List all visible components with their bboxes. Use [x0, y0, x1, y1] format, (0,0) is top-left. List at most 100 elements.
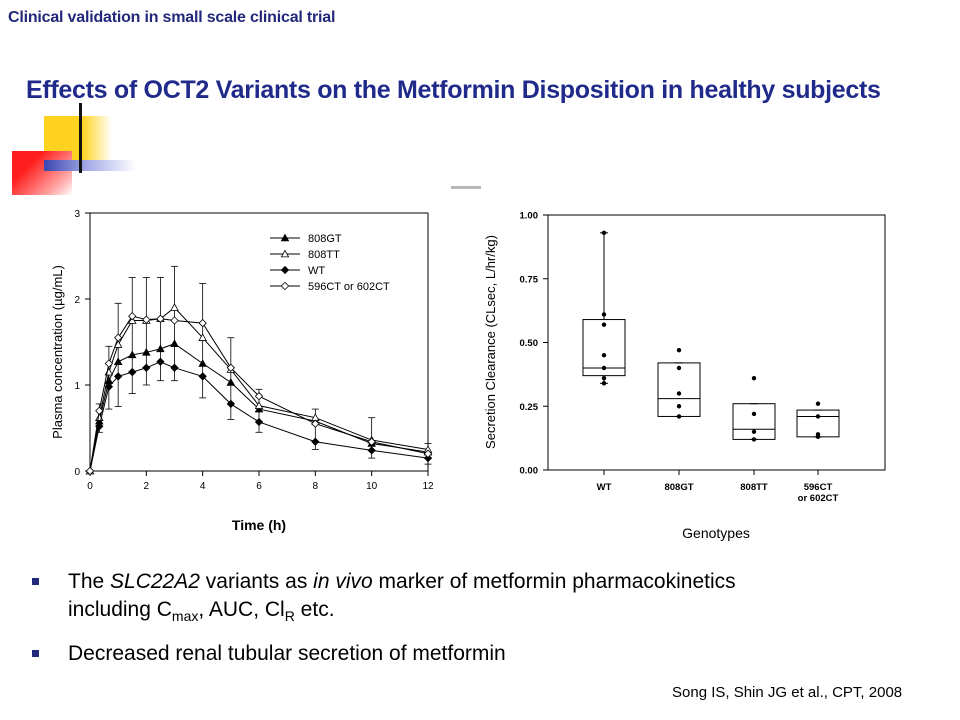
left-chart-ylabel: Plasma concentration (µg/mL)	[50, 265, 65, 439]
left-chart-xlabel: Time (h)	[232, 517, 286, 533]
legend-label-596ct-or-602ct: 596CT or 602CT	[308, 281, 390, 293]
series-point-wt	[254, 417, 264, 427]
box	[582, 319, 626, 377]
deco-yellow-square-fade	[82, 116, 112, 162]
series-point-808gt	[156, 344, 165, 353]
series-point-wt	[114, 372, 123, 381]
box-data-point	[601, 353, 607, 358]
box-data-point	[601, 365, 607, 371]
series-point-596ct-or-602ct	[198, 318, 207, 328]
series-point-wt	[367, 446, 376, 455]
series-point-wt	[198, 372, 207, 381]
bullet-text: including C	[68, 598, 172, 621]
legend-marker-wt	[280, 265, 290, 275]
right-x-tick-label: 808GT	[664, 482, 693, 493]
bullet-text: Decreased renal tubular secretion of met…	[68, 642, 506, 666]
box-data-point	[815, 414, 821, 419]
bullet-text: The	[68, 570, 111, 593]
citation: Song IS, Shin JG et al., CPT, 2008	[672, 684, 903, 701]
left-x-tick-label: 12	[422, 481, 434, 492]
series-point-808gt	[127, 350, 137, 359]
box-data-point	[751, 437, 757, 442]
series-point-wt	[104, 382, 114, 391]
box-data-point	[815, 401, 821, 406]
box-data-point	[676, 414, 682, 419]
bullet-text: marker of metformin pharmacokinetics	[372, 570, 736, 593]
series-point-wt	[142, 363, 151, 372]
series-line-596ct-or-602ct	[89, 315, 429, 472]
legend-marker-596ct-or-602ct	[280, 281, 290, 291]
box-data-point	[601, 376, 607, 381]
left-x-tick-label: 2	[144, 481, 150, 492]
box-data-point	[601, 381, 607, 386]
bullet-list: The SLC22A2 variants as in vivo marker o…	[30, 568, 930, 678]
left-y-tick-label: 3	[74, 209, 80, 220]
series-line-808tt	[89, 306, 429, 472]
series-point-wt	[311, 437, 320, 446]
series-point-808gt	[113, 357, 123, 366]
series-point-808gt	[198, 359, 207, 367]
bullet-marker	[32, 578, 39, 585]
bullet-text: variants as	[199, 570, 314, 593]
legend-marker-808gt	[280, 233, 290, 242]
bullet-text: , AUC, Cl	[198, 598, 285, 621]
series-point-808tt	[254, 401, 264, 409]
right-y-tick-label: 0.25	[520, 402, 539, 413]
left-x-tick-label: 8	[313, 481, 319, 492]
legend-label-808tt: 808TT	[308, 249, 340, 261]
right-chart-ylabel: Secretion Clearance (CLsec, L/hr/kg)	[483, 235, 498, 449]
series-point-808gt	[142, 347, 151, 356]
section-title: Clinical validation in small scale clini…	[8, 9, 336, 26]
series-point-808tt	[113, 340, 123, 348]
series-point-808tt	[170, 303, 179, 311]
right-y-tick-label: 0.50	[520, 338, 539, 349]
box-data-point	[751, 376, 757, 381]
legend-marker-808tt	[280, 249, 290, 258]
box-data-point	[676, 347, 682, 353]
right-x-tick-label: 596CT	[804, 482, 833, 493]
deco-black-line	[79, 103, 82, 173]
series-point-596ct-or-602ct	[85, 466, 95, 476]
bullet-item-2: Decreased renal tubular secretion of met…	[30, 640, 930, 668]
subscript: max	[171, 608, 199, 625]
series-point-808tt	[198, 333, 207, 341]
left-x-tick-label: 0	[87, 481, 93, 492]
series-point-596ct-or-602ct	[104, 359, 114, 368]
bullet-marker	[32, 650, 39, 658]
series-point-wt	[423, 453, 433, 463]
left-y-tick-label: 1	[74, 381, 80, 392]
right-x-tick-label: WT	[597, 482, 612, 493]
deco-blue-bar	[44, 160, 136, 171]
page-title: Effects of OCT2 Variants on the Metformi…	[26, 76, 881, 104]
series-point-596ct-or-602ct	[95, 406, 104, 415]
box-data-point	[676, 404, 682, 409]
right-x-tick-label: or 602CT	[798, 493, 839, 504]
box-data-point	[601, 312, 607, 317]
subscript: R	[284, 608, 295, 625]
right-y-tick-label: 0.00	[520, 466, 539, 477]
series-point-808gt	[170, 339, 179, 348]
left-y-tick-label: 2	[74, 295, 80, 306]
series-point-596ct-or-602ct	[156, 314, 165, 323]
series-point-wt	[226, 399, 235, 409]
in-vivo-text: in vivo	[313, 570, 373, 593]
right-y-tick-label: 0.75	[520, 274, 539, 285]
series-point-596ct-or-602ct	[128, 312, 137, 321]
bullet-item-1: The SLC22A2 variants as in vivo marker o…	[30, 568, 930, 630]
charts-canvas: Plasma concentration (µg/mL) Time (h) Se…	[50, 209, 886, 541]
box-data-point	[601, 322, 607, 327]
box-data-point	[815, 434, 821, 440]
series-point-wt	[170, 363, 179, 372]
series-point-808gt	[226, 377, 236, 386]
box-data-point	[676, 391, 682, 396]
left-x-tick-label: 10	[366, 481, 378, 492]
series-point-596ct-or-602ct	[254, 392, 264, 401]
left-x-tick-label: 4	[200, 481, 206, 492]
right-x-tick-label: 808TT	[740, 482, 768, 493]
left-y-tick-label: 0	[74, 467, 80, 478]
gene-name: SLC22A2	[110, 570, 200, 593]
series-point-596ct-or-602ct	[367, 437, 376, 446]
deco-gray-line	[451, 186, 481, 189]
series-point-wt	[156, 357, 165, 366]
box-data-point	[601, 230, 607, 236]
